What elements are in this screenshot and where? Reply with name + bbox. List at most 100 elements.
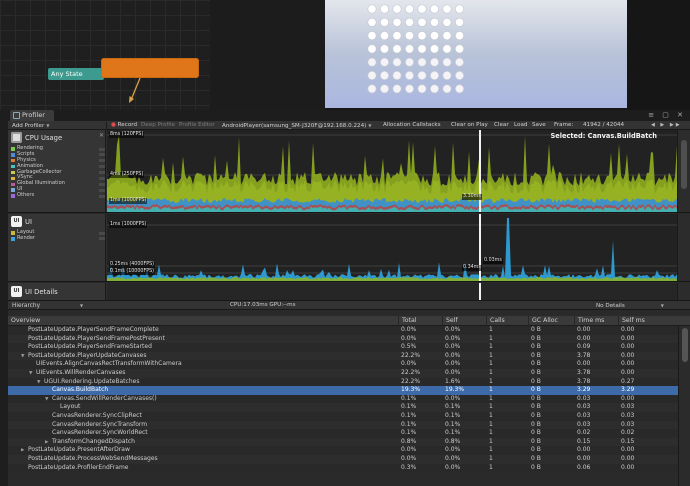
- ui-grid-label: 0.1ms (10000FPS): [109, 269, 156, 275]
- table-row[interactable]: PostLateUpdate.PlayerSendFrameStarted 0.5…: [8, 343, 678, 352]
- column-header-time-ms[interactable]: Time ms: [574, 316, 618, 326]
- frame-cursor[interactable]: [479, 214, 481, 281]
- table-row[interactable]: UIEvents.AlignCanvasRectTransformWithCam…: [8, 360, 678, 369]
- record-toggle[interactable]: ● Record: [111, 121, 137, 130]
- cpu-legend-item[interactable]: VSync: [11, 175, 105, 181]
- column-header-self[interactable]: Self: [442, 316, 486, 326]
- hierarchy-scrollbar[interactable]: [678, 326, 690, 486]
- legend-toggle-bar: [99, 153, 105, 157]
- cpu-grid-label: 4ms (250FPS): [109, 172, 145, 178]
- table-row[interactable]: Canvas.BuildBatch 19.3% 19.3% 1 0 B 3.29 3.29: [8, 386, 678, 395]
- details-dropdown[interactable]: No Details ▼: [596, 301, 664, 311]
- table-row[interactable]: ▼ UIEvents.WillRenderCanvases 22.2% 0.0% 1 0 …: [8, 368, 678, 378]
- cell-time: 0.15: [577, 437, 591, 445]
- cpu-legend-panel[interactable]: CPU Usage ✕ Rendering Scripts Physics Anima…: [8, 130, 106, 212]
- grid-dot: [429, 57, 440, 67]
- table-row[interactable]: ▼ UGUI.Rendering.UpdateBatches 22.2% 1.6% 1 0…: [8, 377, 678, 387]
- cpu-legend-item[interactable]: Animation: [11, 163, 105, 170]
- cell-time: 0.00: [577, 334, 591, 342]
- transition-arrow-icon[interactable]: [128, 78, 142, 104]
- ui-legend-item[interactable]: Layout: [11, 229, 105, 236]
- expand-arrow-right-icon[interactable]: ▶: [21, 448, 25, 454]
- grid-dot: [417, 84, 427, 94]
- expand-arrow-down-icon[interactable]: ▼: [29, 370, 33, 376]
- sample-name: PostLateUpdate.PlayerSendFrameComplete: [28, 326, 159, 333]
- save-button[interactable]: Save: [532, 122, 546, 128]
- cpu-legend-item[interactable]: Scripts: [11, 151, 105, 158]
- table-row[interactable]: Layout 0.1% 0.1% 1 0 B 0.03 0.03: [8, 403, 678, 412]
- ui-cursor-value: 0.03ms: [483, 258, 503, 264]
- module-scrollbar[interactable]: [677, 130, 690, 212]
- sample-name: CanvasRenderer.SyncTransform: [52, 420, 148, 428]
- table-row[interactable]: ▼ PostLateUpdate.PlayerUpdateCanvases 22.2…: [8, 351, 678, 361]
- expand-arrow-down-icon[interactable]: ▼: [45, 396, 49, 402]
- close-icon[interactable]: ✕: [98, 132, 104, 139]
- cell-calls: 1: [489, 377, 493, 385]
- cpu-legend-item[interactable]: Physics: [11, 157, 105, 164]
- scrollbar-thumb[interactable]: [682, 328, 688, 362]
- grid-dot: [379, 84, 390, 94]
- expand-arrow-right-icon[interactable]: ▶: [45, 439, 49, 445]
- frame-nav-arrows-icon[interactable]: ◀ ▶ ▶▶: [651, 122, 682, 128]
- frame-cursor[interactable]: [479, 130, 481, 212]
- cpu-usage-chart[interactable]: 8ms (120FPS) 4ms (250FPS) 1ms (1000FPS) …: [107, 130, 677, 212]
- cpu-legend-item[interactable]: Rendering: [11, 145, 105, 152]
- ui-details-chart[interactable]: [107, 283, 677, 300]
- table-row[interactable]: CanvasRenderer.SyncWorldRect 0.1% 0.1% 1 0 B…: [8, 429, 678, 438]
- cell-total: 0.3%: [401, 463, 417, 471]
- default-state-node[interactable]: [101, 58, 199, 78]
- clear-button[interactable]: Clear: [494, 122, 509, 128]
- cpu-legend-item[interactable]: GarbageCollector: [11, 169, 105, 176]
- allocation-callstacks-toggle[interactable]: Allocation Callstacks: [383, 122, 441, 128]
- expand-arrow-down-icon[interactable]: ▼: [37, 379, 41, 385]
- grid-dot: [454, 70, 465, 81]
- column-header-total[interactable]: Total: [398, 316, 442, 326]
- target-player-dropdown[interactable]: AndroidPlayer(samsung_SM-J320F@192.168.0…: [222, 121, 371, 130]
- column-header-calls[interactable]: Calls: [486, 316, 528, 326]
- cpu-legend-item[interactable]: Global Illumination: [11, 180, 105, 187]
- grid-dot: [417, 31, 427, 41]
- cell-total: 22.2%: [401, 351, 421, 359]
- cpu-legend-item[interactable]: UI: [11, 186, 105, 193]
- column-header-gc-alloc[interactable]: GC Alloc: [528, 316, 574, 326]
- clear-on-play-toggle[interactable]: Clear on Play: [451, 122, 488, 128]
- window-menu-buttons[interactable]: ≡ ▢ ✕: [648, 111, 686, 119]
- table-row[interactable]: PostLateUpdate.PlayerSendFrameComplete 0.…: [8, 326, 678, 335]
- module-scrollbar[interactable]: [677, 214, 690, 281]
- legend-swatch: [11, 147, 15, 151]
- ui-legend-item[interactable]: Render: [11, 235, 105, 242]
- cpu-legend-item[interactable]: Others: [11, 192, 105, 199]
- legend-swatch: [11, 170, 15, 175]
- column-header-overview[interactable]: Overview: [11, 317, 41, 324]
- animator-graph[interactable]: Any State: [0, 0, 325, 110]
- table-row[interactable]: ▶ PostLateUpdate.PresentAfterDraw 0.0% 0.0%…: [8, 446, 678, 455]
- profile-editor-toggle[interactable]: Profile Editor: [179, 122, 215, 128]
- column-header-self-ms[interactable]: Self ms: [618, 316, 678, 326]
- deep-profile-toggle[interactable]: Deep Profile: [141, 122, 175, 128]
- load-button[interactable]: Load: [514, 122, 528, 128]
- frame-cursor[interactable]: [479, 283, 481, 300]
- legend-label: Global Illumination: [17, 180, 65, 187]
- ui-details-legend-panel[interactable]: UI UI Details: [8, 283, 106, 300]
- grid-dot: [379, 70, 390, 81]
- table-row[interactable]: ▶ TransformChangedDispatch 0.8% 0.8% 1 0 B 0.1…: [8, 437, 678, 447]
- table-row[interactable]: CanvasRenderer.SyncClipRect 0.1% 0.1% 1 0 B 0…: [8, 411, 678, 421]
- expand-arrow-down-icon[interactable]: ▼: [21, 353, 25, 359]
- ui-legend-panel[interactable]: UI UI Layout Render: [8, 214, 106, 281]
- any-state-node[interactable]: Any State: [48, 68, 104, 80]
- add-profiler-dropdown[interactable]: Add Profiler ▼: [12, 121, 49, 130]
- cell-calls: 1: [489, 429, 493, 437]
- hierarchy-mode-dropdown[interactable]: Hierarchy ▼: [12, 301, 83, 311]
- ui-chart[interactable]: 1ms (1000FPS) 0.25ms (4000FPS) 0.1ms (10…: [107, 214, 677, 281]
- module-scrollbar[interactable]: [677, 283, 690, 300]
- table-row[interactable]: PostLateUpdate.ProfilerEndFrame 0.3% 0.0% 1…: [8, 463, 678, 473]
- tab-profiler[interactable]: Profiler: [10, 110, 54, 121]
- record-dot-icon: ●: [111, 122, 116, 128]
- table-row[interactable]: PostLateUpdate.ProcessWebSendMessages 0.0…: [8, 454, 678, 464]
- table-row[interactable]: ▼ Canvas.SendWillRenderCanvases() 0.1% 0.0%…: [8, 394, 678, 404]
- table-row[interactable]: CanvasRenderer.SyncTransform 0.1% 0.1% 1 0 B…: [8, 420, 678, 430]
- scrollbar-thumb[interactable]: [681, 140, 687, 190]
- table-row[interactable]: PostLateUpdate.PlayerSendFramePostPresen…: [8, 334, 678, 344]
- legend-label: Rendering: [17, 145, 44, 151]
- cell-selfms: 0.00: [621, 394, 635, 402]
